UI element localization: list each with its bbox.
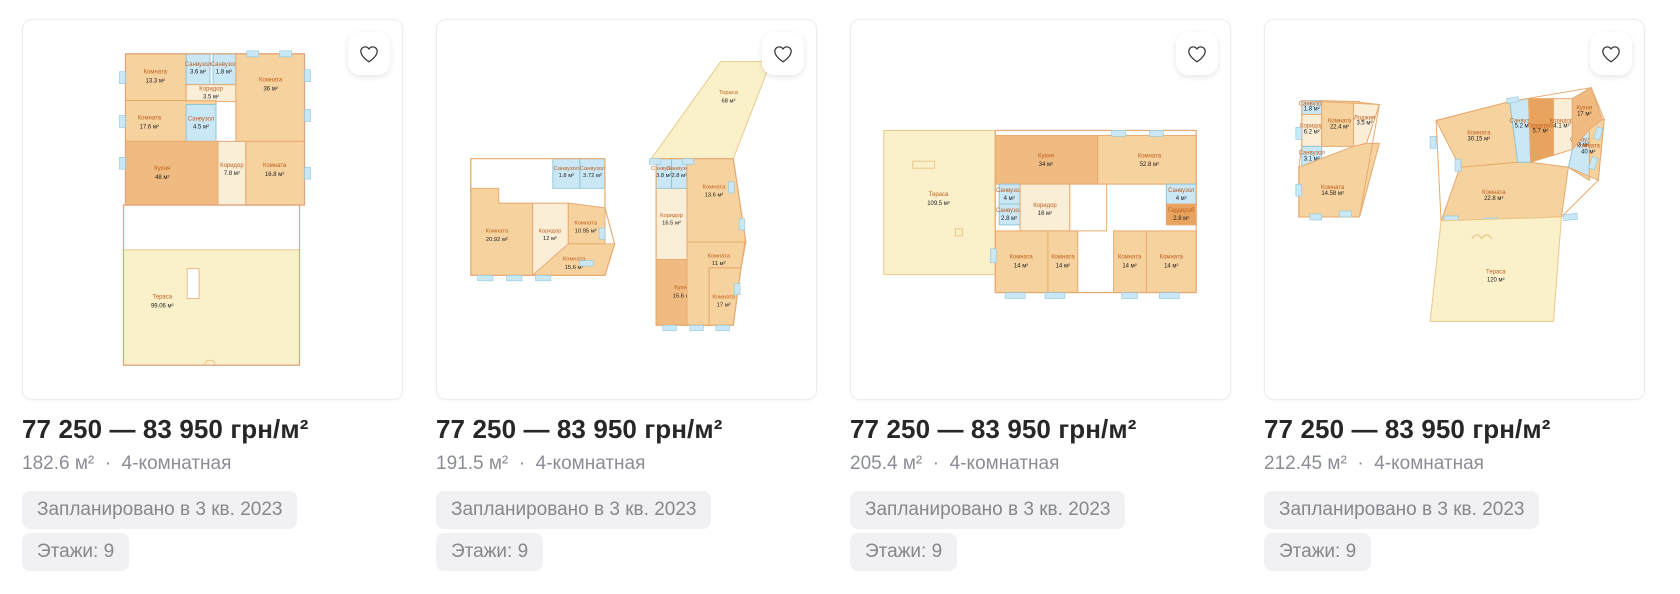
svg-text:17.6 м²: 17.6 м² — [140, 124, 159, 130]
svg-text:1.8 м²: 1.8 м² — [216, 70, 232, 76]
svg-text:Коридор: Коридор — [660, 213, 683, 219]
svg-text:3.6 м²: 3.6 м² — [190, 70, 206, 76]
svg-text:Комната: Комната — [708, 254, 731, 260]
svg-text:52.8 м²: 52.8 м² — [1140, 162, 1159, 168]
svg-text:2.8 м²: 2.8 м² — [1001, 216, 1017, 222]
svg-text:Санвузол: Санвузол — [996, 208, 1023, 214]
svg-text:Коридор: Коридор — [199, 87, 223, 93]
svg-text:2.8 м²: 2.8 м² — [1173, 216, 1189, 222]
svg-text:14 м²: 14 м² — [1122, 264, 1136, 270]
svg-text:120 м²: 120 м² — [1487, 278, 1505, 284]
svg-text:Комната: Комната — [263, 163, 287, 169]
svg-text:Санвузол: Санвузол — [211, 62, 238, 68]
svg-text:Комната: Комната — [259, 78, 283, 84]
svg-text:Коридор: Коридор — [220, 163, 244, 169]
svg-text:10.95 м²: 10.95 м² — [575, 229, 597, 235]
svg-text:14 м²: 14 м² — [1056, 264, 1070, 270]
svg-text:7.8 м²: 7.8 м² — [224, 171, 240, 177]
svg-text:Комната: Комната — [1009, 255, 1033, 261]
svg-text:48 м²: 48 м² — [155, 175, 169, 181]
svg-text:Санвузол: Санвузол — [188, 116, 215, 122]
svg-text:Кухня: Кухня — [154, 166, 170, 172]
svg-text:14 м²: 14 м² — [1014, 264, 1028, 270]
svg-text:11 м²: 11 м² — [712, 261, 726, 267]
svg-text:30.15 м²: 30.15 м² — [1468, 136, 1491, 142]
svg-text:Комната: Комната — [1138, 153, 1162, 159]
svg-text:13.3 м²: 13.3 м² — [146, 79, 165, 85]
svg-text:Тераса: Тераса — [152, 295, 172, 301]
svg-text:Тераса: Тераса — [1486, 270, 1506, 276]
svg-text:Кухня: Кухня — [1038, 153, 1054, 159]
svg-text:5.7 м²: 5.7 м² — [1533, 128, 1549, 134]
svg-text:Санвузол: Санвузол — [1168, 188, 1195, 194]
svg-text:36 м²: 36 м² — [264, 87, 278, 93]
svg-text:2.8 м²: 2.8 м² — [671, 173, 687, 179]
svg-text:4.5 м²: 4.5 м² — [193, 124, 209, 130]
svg-text:22.4 м²: 22.4 м² — [1330, 124, 1349, 130]
svg-text:3.72 м²: 3.72 м² — [583, 173, 602, 179]
svg-text:Коридор: Коридор — [1033, 203, 1057, 209]
svg-text:16.8 м²: 16.8 м² — [265, 172, 284, 178]
svg-text:13.6 м²: 13.6 м² — [705, 193, 724, 199]
svg-text:Комната: Комната — [1118, 255, 1142, 261]
svg-text:Тераса: Тераса — [719, 90, 739, 96]
svg-text:14 м²: 14 м² — [1164, 264, 1178, 270]
svg-text:Комната: Комната — [138, 115, 162, 121]
svg-text:Комната: Комната — [712, 294, 735, 300]
svg-text:Санвузол: Санвузол — [554, 166, 580, 172]
svg-text:109.5 м²: 109.5 м² — [927, 201, 950, 207]
svg-text:Комната: Комната — [574, 220, 597, 226]
svg-text:Санвузол: Санвузол — [185, 62, 212, 68]
svg-text:3.8 м²: 3.8 м² — [656, 173, 672, 179]
svg-text:16.5 м²: 16.5 м² — [662, 220, 681, 226]
svg-text:17 м²: 17 м² — [717, 303, 731, 309]
svg-text:1.8 м²: 1.8 м² — [559, 173, 575, 179]
svg-text:1.8 м²: 1.8 м² — [1304, 107, 1320, 113]
svg-text:Коридор: Коридор — [539, 229, 562, 235]
svg-text:3.5 м²: 3.5 м² — [1356, 120, 1372, 126]
svg-text:99.06 м²: 99.06 м² — [151, 303, 174, 309]
svg-text:40 м²: 40 м² — [1581, 149, 1595, 155]
svg-text:17 м²: 17 м² — [1577, 111, 1591, 117]
svg-text:Гардероб: Гардероб — [1168, 208, 1195, 214]
svg-text:34 м²: 34 м² — [1039, 162, 1053, 168]
svg-text:16 м²: 16 м² — [1038, 211, 1052, 217]
svg-text:Комната: Комната — [1051, 255, 1075, 261]
svg-text:4.1 м²: 4.1 м² — [1553, 123, 1569, 129]
svg-text:4 м²: 4 м² — [1004, 196, 1015, 202]
svg-text:68 м²: 68 м² — [721, 98, 735, 104]
svg-text:Тераса: Тераса — [929, 192, 949, 198]
svg-text:Санвузол: Санвузол — [996, 188, 1023, 194]
svg-text:4 м²: 4 м² — [1176, 196, 1187, 202]
svg-text:Комната: Комната — [144, 70, 168, 76]
svg-text:12 м²: 12 м² — [543, 236, 557, 242]
svg-text:22.8 м²: 22.8 м² — [1484, 196, 1503, 202]
svg-text:Санвузол: Санвузол — [580, 166, 606, 172]
svg-text:14.58 м²: 14.58 м² — [1321, 191, 1344, 197]
svg-text:Комната: Комната — [1160, 255, 1184, 261]
svg-text:3.5 м²: 3.5 м² — [203, 95, 219, 101]
svg-text:Комната: Комната — [486, 229, 509, 235]
svg-text:6.2 м²: 6.2 м² — [1304, 129, 1320, 135]
svg-text:Комната: Комната — [703, 184, 726, 190]
svg-text:20.92 м²: 20.92 м² — [486, 237, 508, 243]
